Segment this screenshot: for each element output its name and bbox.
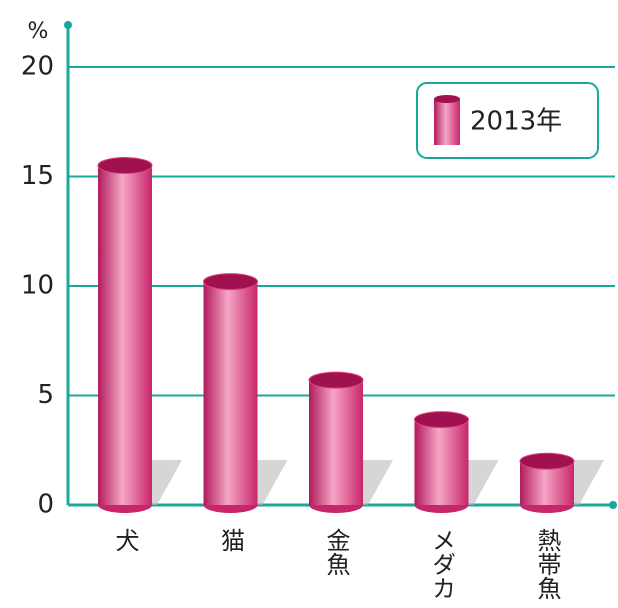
bar-top xyxy=(203,273,258,291)
bar-top xyxy=(414,411,469,429)
bar-shadow xyxy=(152,460,182,505)
bar-shadow xyxy=(257,460,288,505)
bar xyxy=(414,419,469,505)
x-tick-label: 熱帯魚 xyxy=(533,528,561,600)
legend-swatch-top xyxy=(434,95,460,103)
bar-top xyxy=(308,371,364,389)
axis-end xyxy=(609,501,617,509)
y-tick-label: 5 xyxy=(37,380,54,410)
bar-top xyxy=(519,452,575,470)
y-tick-label: 0 xyxy=(37,490,54,520)
axis-end xyxy=(64,21,72,29)
x-tick-label: 金魚 xyxy=(322,528,350,576)
bar-top xyxy=(97,157,153,175)
bar xyxy=(98,165,152,506)
legend-box xyxy=(416,82,599,159)
bar xyxy=(203,281,258,505)
y-tick-label: 20 xyxy=(21,52,54,82)
x-tick-label: 猫 xyxy=(217,528,245,552)
x-tick-label: 犬 xyxy=(111,528,139,552)
bar-shadow xyxy=(574,460,604,505)
bar-shadow xyxy=(468,460,499,505)
bar-shadow xyxy=(363,460,393,505)
bar xyxy=(309,380,363,505)
legend-label: 2013年 xyxy=(470,107,562,137)
y-tick-label: 15 xyxy=(21,161,54,191)
x-tick-label: メダカ xyxy=(428,528,456,600)
y-axis-label: % xyxy=(28,19,49,44)
legend-swatch xyxy=(434,99,460,145)
y-tick-label: 10 xyxy=(21,271,54,301)
